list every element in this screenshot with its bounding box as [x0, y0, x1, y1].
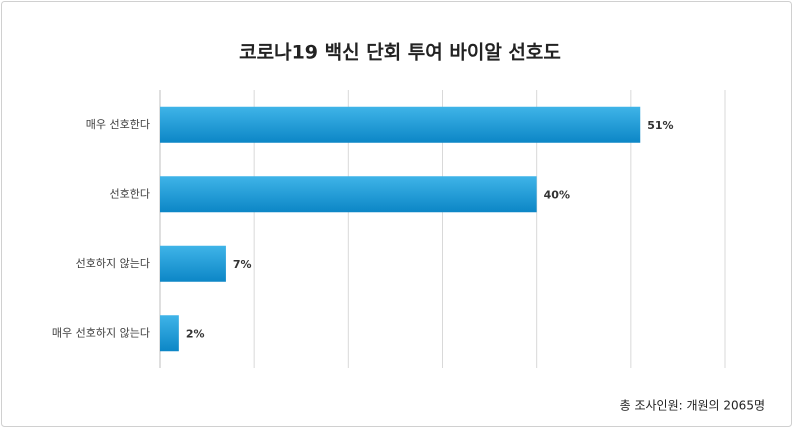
value-label: 2%	[186, 327, 205, 340]
y-tick-label: 선호하지 않는다	[76, 256, 150, 270]
bar	[160, 176, 537, 213]
y-tick-label: 매우 선호하지 않는다	[52, 325, 150, 339]
y-tick-label: 선호한다	[110, 187, 150, 200]
bar	[160, 245, 226, 282]
value-label: 7%	[233, 258, 252, 271]
value-label: 51%	[647, 119, 673, 132]
bar	[160, 106, 641, 143]
note: 총 조사인원: 개원의 2065명	[620, 399, 765, 413]
value-label: 40%	[544, 188, 570, 201]
bar	[160, 315, 179, 352]
y-tick-label: 매우 선호한다	[86, 118, 150, 131]
chart-title: 코로나19 백신 단회 투여 바이알 선호도	[239, 42, 561, 64]
